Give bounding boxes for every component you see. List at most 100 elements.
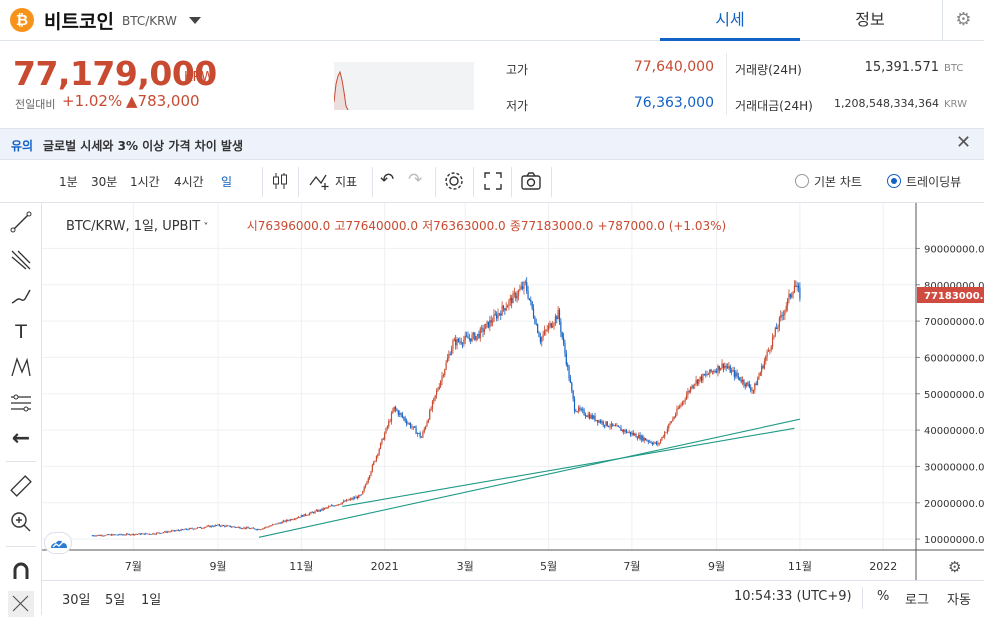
candle-body [258,529,260,530]
candle-body [591,415,593,419]
candle-body [456,339,458,346]
candle-body [765,356,767,362]
chart-canvas[interactable]: 7월 9월 11월 2021 3월 5월 7월 9월 11월 2022 10000000.0 2000… [42,203,984,580]
camera-icon[interactable] [520,171,542,194]
candlestick-icon[interactable] [270,171,290,194]
tradingview-logo[interactable] [44,532,72,554]
candle-body [266,526,268,528]
candle-body [620,427,622,431]
interval-1d[interactable]: 일 [221,175,233,189]
candle-body [527,291,529,299]
chevron-down-icon[interactable] [189,17,201,24]
range-5d[interactable]: 5일 [105,593,126,608]
y-tick-label: 90000000.0 [924,244,984,255]
candle-body [696,379,699,384]
candle-body [179,530,181,532]
candle-body [568,366,570,379]
candle-body [799,287,801,299]
trendline-icon[interactable] [8,209,34,235]
indicator-icon[interactable] [308,171,332,194]
chart-legend: BTC/KRW, 1일, UPBIT ˅ 시76396000.0 고776400… [66,215,726,234]
redo-icon[interactable]: ↷ [408,170,423,190]
candle-body [740,380,742,382]
indicator-label[interactable]: 지표 [335,175,358,189]
range-1d[interactable]: 1일 [141,593,162,608]
tab-price[interactable]: 시세 [660,0,800,41]
coin-name[interactable]: 비트코인 [44,11,114,33]
candle-body [247,527,249,529]
candle-body [277,522,279,525]
candle-body [449,354,451,356]
candle-body [560,321,562,333]
text-tool-icon[interactable]: T [15,321,27,343]
candle-body [206,526,208,527]
candle-body [263,527,266,529]
ruler-icon[interactable] [8,473,34,499]
gann-fan-icon[interactable] [8,247,34,273]
basic-chart-label[interactable]: 기본 차트 [814,175,862,189]
candle-body [632,432,634,436]
candle-body [110,534,113,536]
legend-open: 시76396000.0 [246,219,331,233]
range-30d[interactable]: 30일 [62,593,91,608]
candle-body [419,433,421,437]
undo-icon[interactable]: ↶ [380,170,395,190]
interval-4h[interactable]: 4시간 [174,175,204,189]
candle-body [546,329,548,331]
basic-chart-radio[interactable] [795,174,809,188]
candle-body [490,320,492,323]
candle-body [291,519,293,521]
price-chart[interactable]: 7월 9월 11월 2021 3월 5월 7월 9월 11월 2022 10000000.0 2000… [42,203,984,615]
candle-body [681,401,684,405]
hide-drawings-icon[interactable] [8,591,34,617]
coin-pair[interactable]: BTC/KRW [122,14,177,28]
trading-view-radio[interactable] [887,174,901,188]
x-tick-label: 11월 [289,560,313,573]
candle-body [552,325,554,328]
tab-info[interactable]: 정보 [855,10,885,29]
fib-retracement-icon[interactable] [8,390,34,416]
magnet-icon[interactable] [8,558,34,584]
fullscreen-icon[interactable] [483,171,503,194]
candle-body [572,390,574,399]
interval-1h[interactable]: 1시간 [130,175,160,189]
pattern-icon[interactable] [8,354,34,380]
gear-icon[interactable]: ⚙ [942,0,984,41]
candle-body [198,527,200,528]
candle-body [573,398,576,412]
candle-body [601,421,603,423]
zoom-in-icon[interactable] [8,509,34,535]
candle-body [440,380,442,387]
axis-settings-icon[interactable]: ⚙ [948,558,961,576]
candle-body [142,533,144,535]
legend-symbol[interactable]: BTC/KRW, 1일, UPBIT [66,219,201,234]
toolbar-divider [262,167,263,197]
candle-body [766,351,768,357]
candle-body [153,533,155,535]
interval-1m[interactable]: 1분 [59,175,78,189]
interval-30m[interactable]: 30분 [91,175,118,189]
percent-toggle[interactable]: % [877,589,890,604]
chevron-down-icon[interactable]: ˅ [200,222,209,233]
candle-body [422,431,424,438]
candle-body [617,425,619,427]
back-arrow-icon[interactable]: ← [11,426,31,451]
close-icon[interactable]: ✕ [956,132,972,153]
bitcoin-icon: ₿ [10,8,34,32]
candle-body [446,358,449,363]
candle-body [240,528,242,530]
trading-view-label[interactable]: 트레이딩뷰 [906,175,962,189]
candle-body [408,423,410,425]
log-toggle[interactable]: 로그 [905,593,929,608]
candle-body [106,534,108,536]
candle-body [405,421,408,424]
auto-toggle[interactable]: 자동 [947,593,971,608]
clock-readout[interactable]: 10:54:33 (UTC+9) [734,589,852,604]
y-tick-label: 50000000.0 [924,390,984,401]
brush-icon[interactable] [8,283,34,309]
candle-body [750,387,752,391]
candle-body [168,531,170,533]
candle-body [284,520,286,522]
chart-settings-icon[interactable] [443,170,465,195]
candle-body [796,285,798,288]
